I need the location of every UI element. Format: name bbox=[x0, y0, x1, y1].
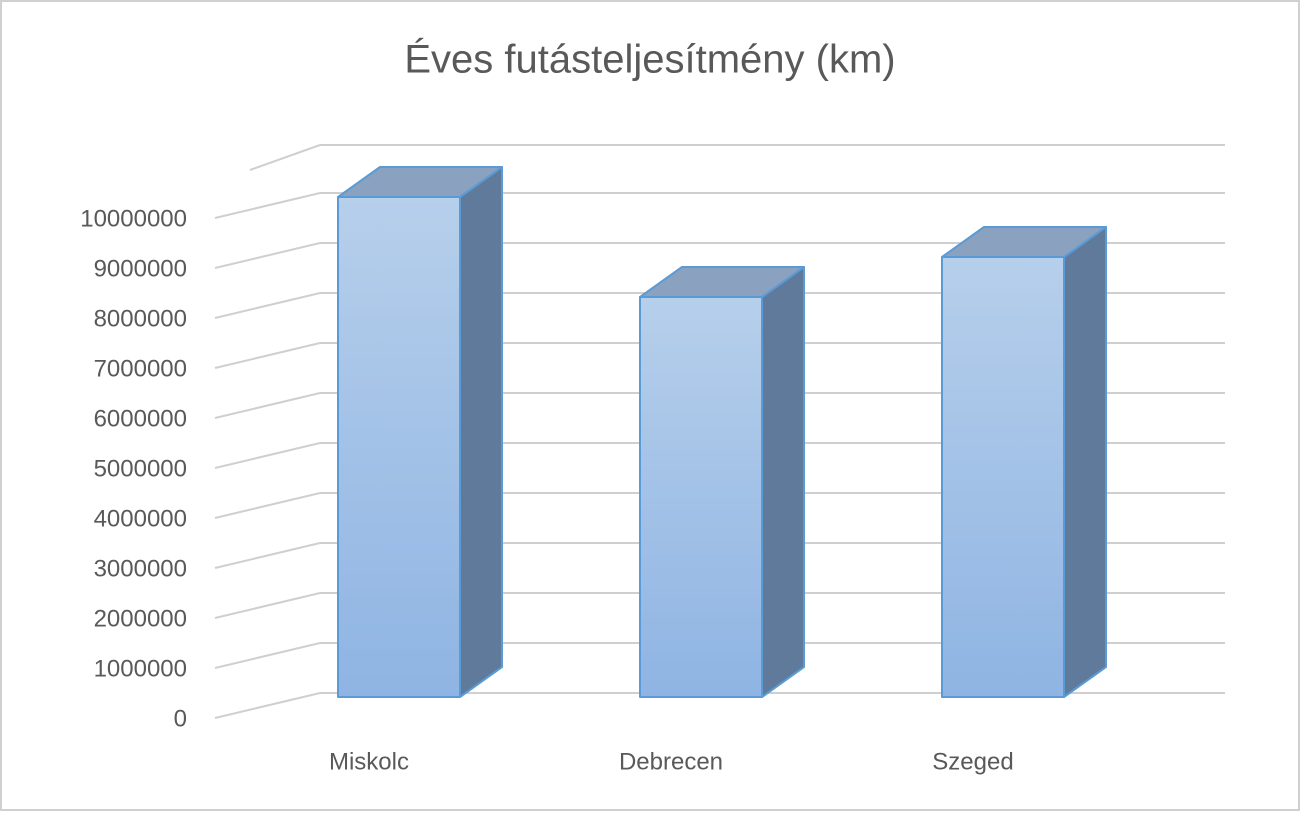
y-tick-label: 2000000 bbox=[94, 605, 187, 632]
grid-line bbox=[214, 392, 321, 419]
bar bbox=[337, 196, 461, 698]
bar-side bbox=[761, 266, 805, 698]
bar bbox=[941, 256, 1065, 698]
grid-line bbox=[214, 542, 321, 569]
y-tick-label: 5000000 bbox=[94, 455, 187, 482]
y-tick-label: 6000000 bbox=[94, 405, 187, 432]
plot-top bbox=[249, 144, 321, 171]
y-tick-label: 1000000 bbox=[94, 655, 187, 682]
y-tick-label: 8000000 bbox=[94, 305, 187, 332]
chart-title: Éves futásteljesítmény (km) bbox=[404, 37, 895, 82]
y-tick-label: 4000000 bbox=[94, 505, 187, 532]
y-tick-label: 10000000 bbox=[80, 205, 187, 232]
bar-side bbox=[1063, 226, 1107, 698]
grid-line bbox=[214, 492, 321, 519]
y-tick-label: 9000000 bbox=[94, 255, 187, 282]
grid-line bbox=[214, 592, 321, 619]
bar-side bbox=[459, 166, 503, 698]
grid-line bbox=[214, 692, 321, 719]
x-tick-label: Miskolc bbox=[329, 748, 409, 775]
grid-line bbox=[214, 192, 321, 219]
plot-area: 0 1000000 2000000 3000000 4000000 5000000 6000… bbox=[80, 144, 1225, 775]
y-tick-label: 7000000 bbox=[94, 355, 187, 382]
grid-line bbox=[214, 342, 321, 369]
grid-line bbox=[214, 292, 321, 319]
x-tick-label: Debrecen bbox=[619, 748, 723, 775]
y-tick-label: 0 bbox=[174, 705, 187, 732]
x-tick-label: Szeged bbox=[932, 748, 1013, 775]
grid-line bbox=[214, 642, 321, 669]
grid-line bbox=[214, 242, 321, 269]
grid-line bbox=[214, 442, 321, 469]
y-tick-label: 3000000 bbox=[94, 555, 187, 582]
bar bbox=[639, 296, 763, 698]
